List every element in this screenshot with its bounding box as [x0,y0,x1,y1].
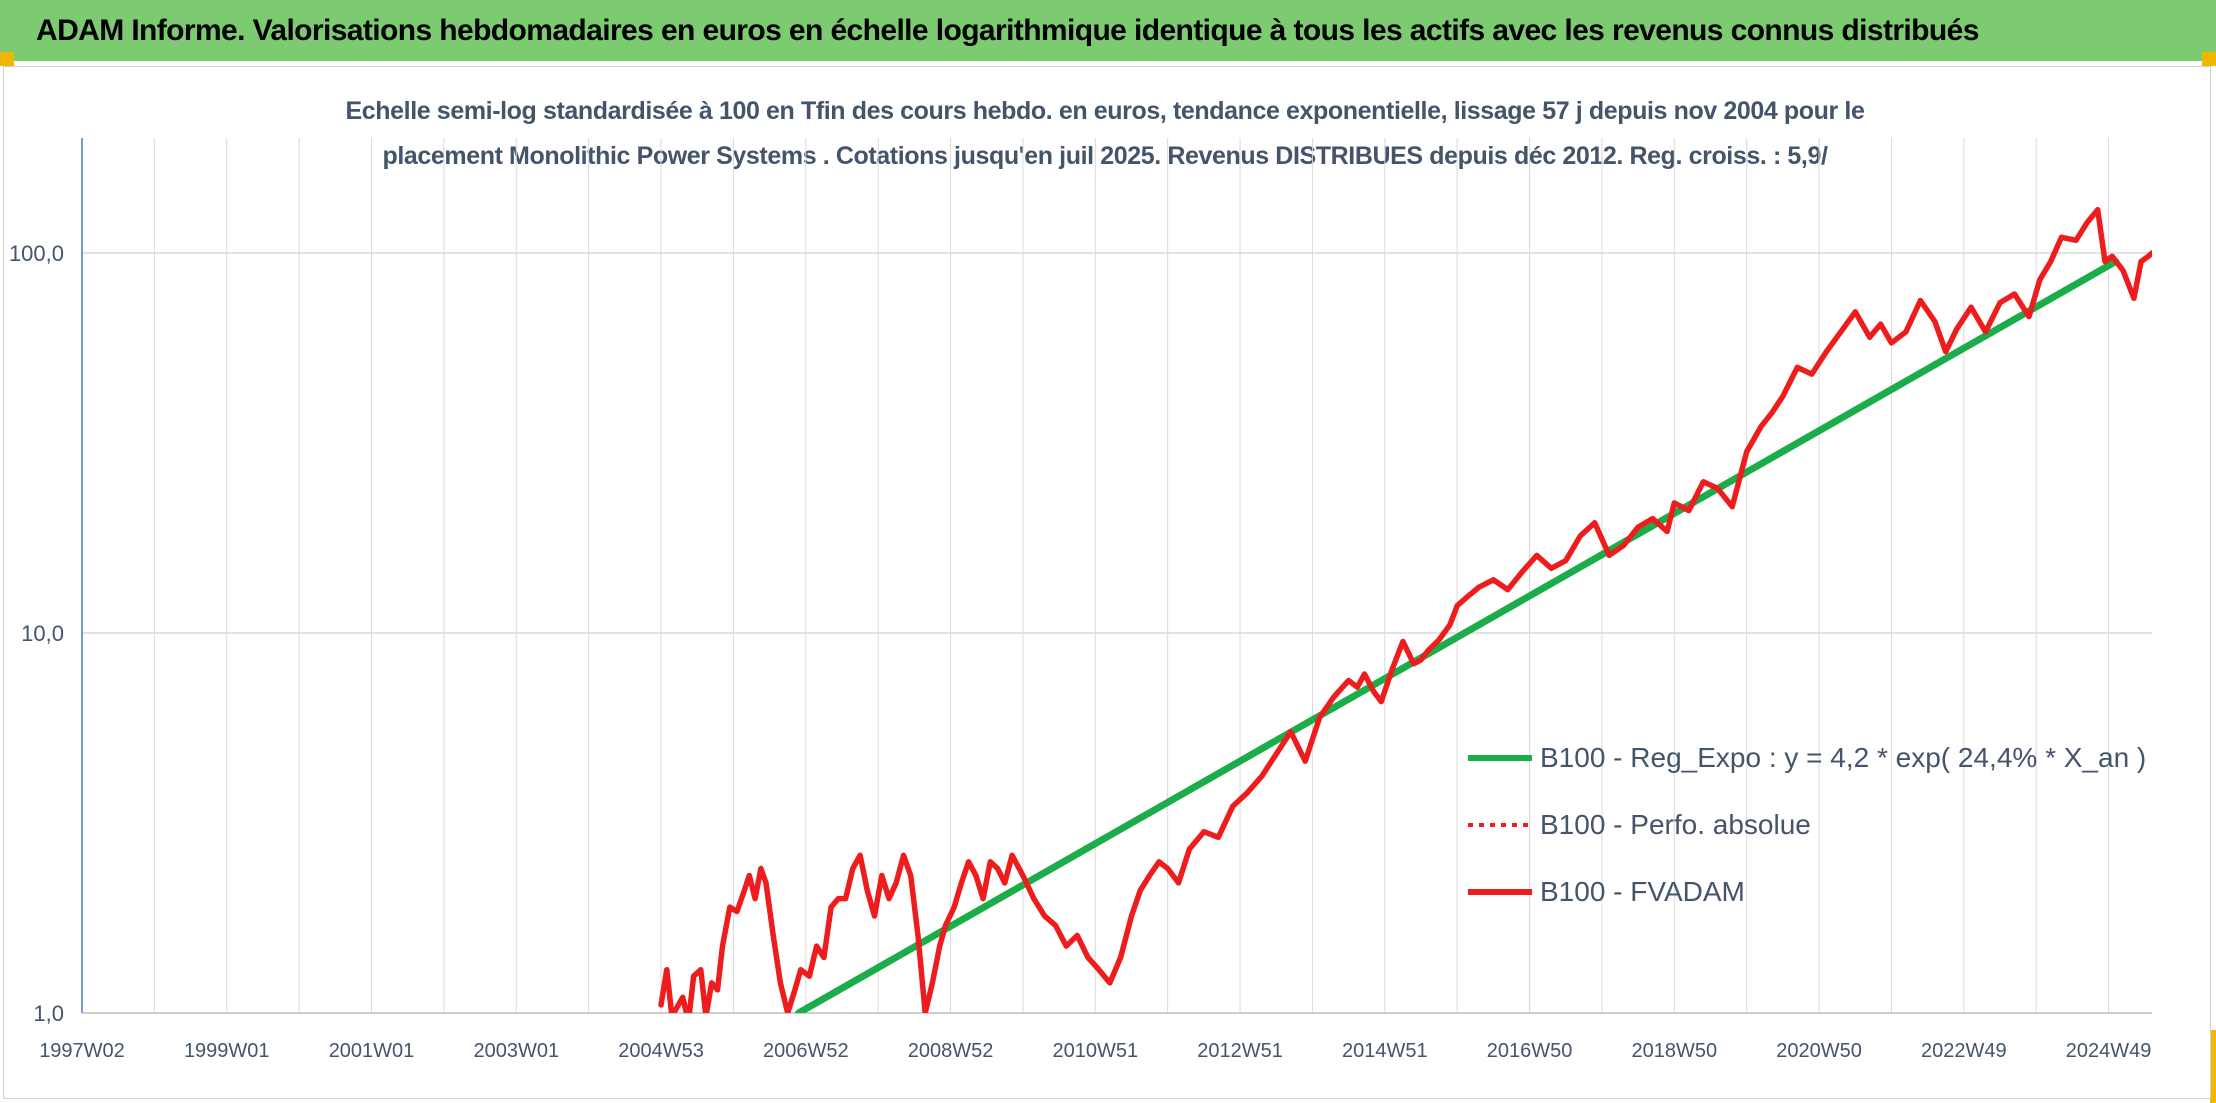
x-tick-label: 2003W01 [473,1040,559,1062]
x-tick-label: 2001W01 [329,1040,415,1062]
chart-frame [3,66,2211,1099]
y-tick-label: 100,0 [9,241,64,266]
legend-label: B100 - Perfo. absolue [1540,809,1811,840]
corner-marker-bottom-right [2210,1030,2216,1103]
report-banner: ADAM Informe. Valorisations hebdomadaire… [0,0,2216,61]
x-tick-label: 1997W02 [39,1040,125,1062]
fvadam-line-series [658,206,2152,1013]
chart-title-line-1: Echelle semi-log standardisée à 100 en T… [345,97,1865,125]
x-tick-label: 2012W51 [1197,1040,1283,1062]
x-tick-label: 2006W52 [763,1040,849,1062]
legend-label: B100 - Reg_Expo : y = 4,2 * exp( 24,4% *… [1540,742,2146,773]
legend-label: B100 - FVADAM [1540,876,1745,907]
x-tick-label: 2020W50 [1776,1040,1862,1062]
x-tick-label: 2018W50 [1631,1040,1717,1062]
corner-marker-right [2202,52,2216,66]
x-tick-label: 2022W49 [1921,1040,2007,1062]
x-tick-label: 2008W52 [908,1040,994,1062]
report-title: ADAM Informe. Valorisations hebdomadaire… [36,13,1979,47]
x-tick-label: 2016W50 [1487,1040,1573,1062]
y-tick-label: 10,0 [21,621,64,646]
corner-marker-left [0,52,14,66]
y-tick-label: 1,0 [33,1001,64,1026]
chart-title-line-2: placement Monolithic Power Systems . Cot… [382,142,1828,170]
x-tick-label: 2024W49 [2066,1040,2152,1062]
x-tick-label: 2010W51 [1052,1040,1138,1062]
x-tick-label: 2014W51 [1342,1040,1428,1062]
trend-line-series [795,258,2120,1013]
x-tick-label: 2004W53 [618,1040,704,1062]
x-tick-label: 1999W01 [184,1040,270,1062]
